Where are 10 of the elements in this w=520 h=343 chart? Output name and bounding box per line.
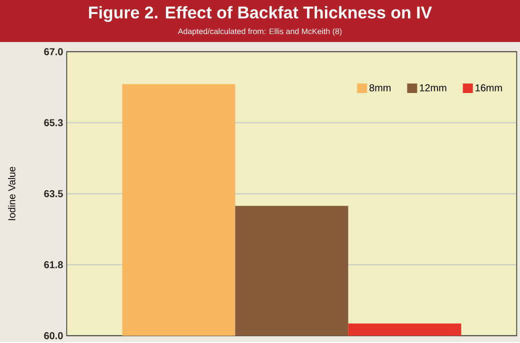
y-tick-label: 63.5 [44,190,63,198]
chart-title: Figure 2. Effect of Backfat Thickness on IV [89,6,432,22]
y-axis-title: Iodine Value [8,167,16,220]
legend-label: 16mm [476,84,502,92]
y-tick-label: 60.0 [44,332,63,340]
y-tick-label: 61.8 [44,261,63,268]
legend-label: 12mm [420,84,446,92]
y-tick-label: 67.0 [44,48,63,56]
legend-label: 8mm [369,84,391,92]
y-tick-label: 65.3 [44,119,63,126]
